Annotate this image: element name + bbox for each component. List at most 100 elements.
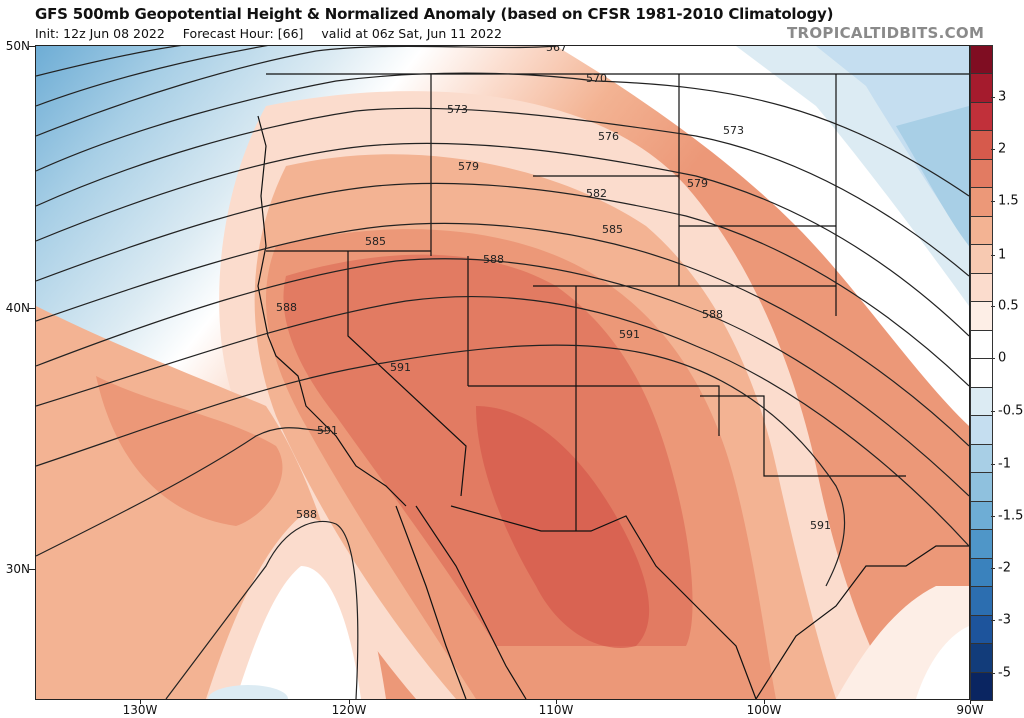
lon-label-130w: 130W	[122, 703, 158, 717]
colorbar-segment	[971, 102, 992, 132]
lon-tick	[970, 699, 971, 704]
colorbar-segment	[971, 644, 992, 673]
colorbar-tick	[991, 306, 995, 307]
colorbar-tick	[991, 620, 995, 621]
forecast-hour: Forecast Hour: [66]	[182, 26, 304, 41]
lon-tick	[349, 699, 350, 704]
contour-label: 573	[723, 124, 744, 137]
brand-watermark: TROPICALTIDBITS.COM	[787, 24, 985, 42]
colorbar-tick-label: 2	[998, 141, 1007, 157]
colorbar-tick-label: 0	[998, 350, 1007, 366]
colorbar-segment	[971, 46, 992, 75]
contour-label: 573	[447, 103, 468, 116]
contour-label: 591	[619, 328, 640, 341]
colorbar-tick	[991, 516, 995, 517]
baja-east-coast	[415, 505, 527, 699]
colorbar-segment	[971, 273, 992, 303]
contour-label: 588	[702, 308, 723, 321]
baja-negative-anomaly	[208, 685, 288, 699]
colorbar-tick-label: 3	[998, 89, 1007, 105]
colorbar-segment	[971, 216, 992, 246]
colorbar-segment	[971, 359, 992, 388]
lon-tick	[764, 699, 765, 704]
colorbar-tick	[991, 201, 995, 202]
colorbar-segment	[971, 530, 992, 559]
colorbar-tick-label: -2	[998, 560, 1011, 576]
contour-label: 579	[458, 160, 479, 173]
political-boundaries	[257, 73, 969, 699]
colorbar-tick	[991, 255, 995, 256]
contour-label: 591	[810, 519, 831, 532]
colorbar-tick	[991, 568, 995, 569]
colorbar-tick-label: 0.5	[998, 298, 1019, 314]
colorbar-tick	[991, 411, 995, 412]
contour-label: 576	[598, 130, 619, 143]
contour-label: 591	[317, 424, 338, 437]
colorbar-segment	[971, 587, 992, 616]
map-title: GFS 500mb Geopotential Height & Normaliz…	[35, 5, 834, 23]
colorbar-tick	[991, 149, 995, 150]
lat-label-40n: 40N	[5, 301, 30, 315]
colorbar-segment	[971, 245, 992, 274]
lon-tick	[556, 699, 557, 704]
contour-label: 570	[586, 72, 607, 85]
ca-nv-border	[347, 251, 467, 497]
negative-anomaly-core	[896, 106, 969, 246]
lat-label-30n: 30N	[5, 562, 30, 576]
gulf-coast	[755, 545, 969, 699]
us-mexico-border	[450, 505, 757, 699]
contour-label: 591	[390, 361, 411, 374]
colorbar-segment	[971, 501, 992, 531]
anomaly-heatmap: 567 570 573 573 576 579 579 582 585 585 …	[36, 46, 969, 699]
lat-tick	[29, 46, 35, 47]
colorbar-tick-label: 1	[998, 247, 1007, 263]
contour-label: 588	[276, 301, 297, 314]
lon-label-90w: 90W	[956, 703, 984, 717]
contour-label: 579	[687, 177, 708, 190]
lon-label-100w: 100W	[746, 703, 782, 717]
colorbar-segment	[971, 416, 992, 445]
colorbar-segment	[971, 444, 992, 474]
negative-anomaly-great-lakes	[816, 46, 969, 246]
colorbar-segment	[971, 615, 992, 645]
anomaly-colorbar	[970, 45, 993, 701]
contour-label: 582	[586, 187, 607, 200]
colorbar-tick	[991, 97, 995, 98]
colorbar-segment	[971, 672, 992, 701]
positive-anomaly-max	[476, 406, 650, 648]
colorbar-segment	[971, 74, 992, 103]
colorbar-segment	[971, 473, 992, 502]
contour-label: 567	[546, 46, 567, 54]
tx-ok-border	[700, 395, 906, 477]
map-plot-area: 567 570 573 573 576 579 579 582 585 585 …	[35, 45, 970, 700]
contour-label: 588	[296, 508, 317, 521]
baja-weakness-core	[236, 566, 361, 699]
baja-west-coast	[395, 505, 467, 699]
colorbar-segment	[971, 387, 992, 417]
colorbar-tick	[991, 673, 995, 674]
colorbar-tick-label: 1.5	[998, 193, 1019, 209]
colorbar-tick-label: -3	[998, 612, 1011, 628]
height-contours	[36, 46, 969, 699]
colorbar-tick-label: -1	[998, 456, 1011, 472]
contour-label: 585	[602, 223, 623, 236]
colorbar-segment	[971, 330, 992, 360]
lat-tick	[29, 308, 35, 309]
pacific-positive-core	[96, 376, 283, 526]
colorbar-segment	[971, 188, 992, 217]
contour-label: 585	[365, 235, 386, 248]
valid-time: valid at 06z Sat, Jun 11 2022	[321, 26, 502, 41]
lat-label-50n: 50N	[5, 39, 30, 53]
colorbar-segment	[971, 131, 992, 160]
colorbar-tick-label: -0.5	[998, 403, 1024, 419]
colorbar-segment	[971, 302, 992, 331]
lon-label-120w: 120W	[331, 703, 367, 717]
colorbar-tick	[991, 464, 995, 465]
colorbar-segment	[971, 558, 992, 588]
contour-label-group: 567 570 573 573 576 579 579 582 585 585 …	[276, 46, 831, 532]
gulf-neutral	[916, 626, 969, 699]
init-time: Init: 12z Jun 08 2022	[35, 26, 165, 41]
west-coast	[257, 115, 407, 507]
map-subtitle: Init: 12z Jun 08 2022 Forecast Hour: [66…	[35, 26, 516, 41]
contour-label: 588	[483, 253, 504, 266]
